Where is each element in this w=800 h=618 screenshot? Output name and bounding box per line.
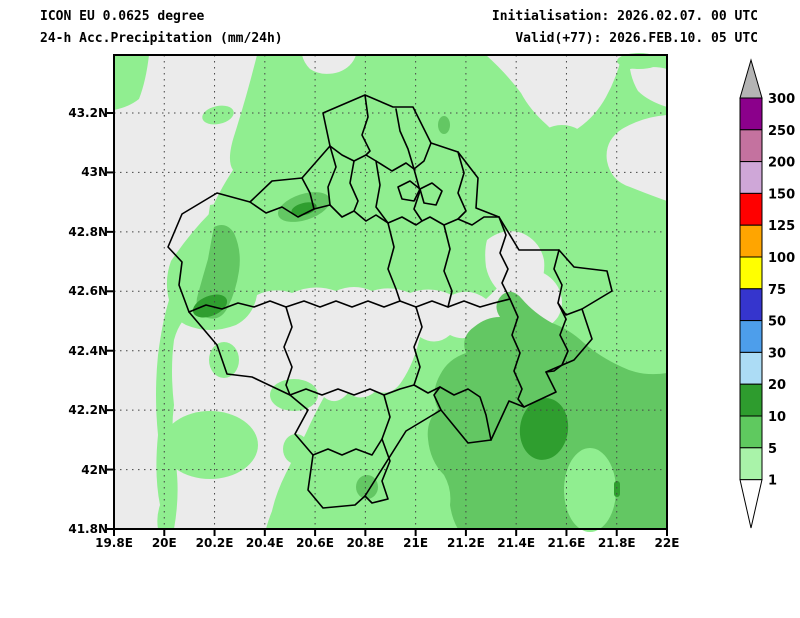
colorbar-segment [739,383,763,417]
valid-time: Valid(+77): 2026.FEB.10. 05 UTC [515,31,758,46]
colorbar-segment [739,351,763,385]
no-precip-regions [114,55,667,529]
precipitation-map [107,53,668,536]
colorbar-overflow-arrow [739,58,763,99]
colorbar-segment [739,320,763,353]
colorbar-segment [739,97,763,131]
init-time: Initialisation: 2026.02.07. 00 UTC [491,9,758,24]
colorbar-svg: 300 250 200 150 125 100 75 50 30 20 10 5 1 [739,58,795,529]
title-block: ICON EU 0.0625 degree 24-h Acc.Precipitat… [40,6,283,50]
colorbar-tick-label: 50 [768,315,786,330]
lat-tick-label: 42.8N [68,224,108,239]
model-title: ICON EU 0.0625 degree [40,9,205,24]
colorbar-segment [739,129,763,163]
colorbar-tick-label: 125 [768,219,795,234]
colorbar-tick-label: 20 [768,378,786,393]
colorbar-segment [739,447,763,481]
colorbar-tick-label: 5 [768,442,777,457]
lat-tick-label: 43N [81,165,108,180]
colorbar-tick-label: 10 [768,410,786,425]
colorbar-segment [739,192,763,226]
gridlines [114,55,667,529]
lon-tick-label: 20E [151,536,177,550]
colorbar-tick-label: 100 [768,251,795,266]
lon-tick-label: 19.8E [95,536,133,550]
colorbar-segment [739,256,763,290]
colorbar-underflow-arrow [739,479,763,529]
colorbar-segment [739,415,763,449]
colorbar-tick-label: 150 [768,187,795,202]
colorbar-tick-label: 1 [768,474,777,489]
map-plot-area [107,53,668,536]
lon-tick-label: 21.4E [497,536,536,550]
lat-tick-label: 42.4N [68,343,108,358]
colorbar-tick-label: 300 [768,92,795,107]
lon-tick-label: 20.6E [296,536,334,550]
colorbar-segment [739,161,763,194]
product-title: 24-h Acc.Precipitation (mm/24h) [40,31,283,46]
lon-tick-label: 22E [654,536,680,550]
lon-tick-label: 20.4E [245,536,284,550]
lon-tick-label: 20.2E [195,536,234,550]
lon-tick-label: 21E [403,536,429,550]
light-window [564,448,616,532]
lon-tick-label: 20.8E [346,536,385,550]
lat-tick-label: 42.2N [68,403,108,418]
lon-tick-label: 21.8E [597,536,636,550]
heavy-precip-cores [192,202,620,497]
colorbar-tick-label: 200 [768,156,795,171]
lat-tick-label: 42N [81,462,108,477]
country-outline [167,94,613,509]
colorbar: 300 250 200 150 125 100 75 50 30 20 10 5 1 [732,50,798,540]
colorbar-tick-label: 250 [768,124,795,139]
lat-tick-label: 43.2N [68,106,108,120]
axis-ticks [107,112,668,536]
light-precip-islands [162,53,661,529]
colorbar-segment [739,224,763,258]
lon-tick-label: 21.2E [447,536,485,550]
admin-boundaries [167,94,613,509]
lon-tick-label: 21.6E [547,536,586,550]
colorbar-segment [739,288,763,322]
lat-tick-label: 42.6N [68,284,108,299]
colorbar-tick-label: 30 [768,346,786,361]
run-info-block: Initialisation: 2026.02.07. 00 UTC Valid(… [492,6,758,50]
lat-tick-label: 41.8N [68,522,108,536]
colorbar-tick-label: 75 [768,283,786,298]
